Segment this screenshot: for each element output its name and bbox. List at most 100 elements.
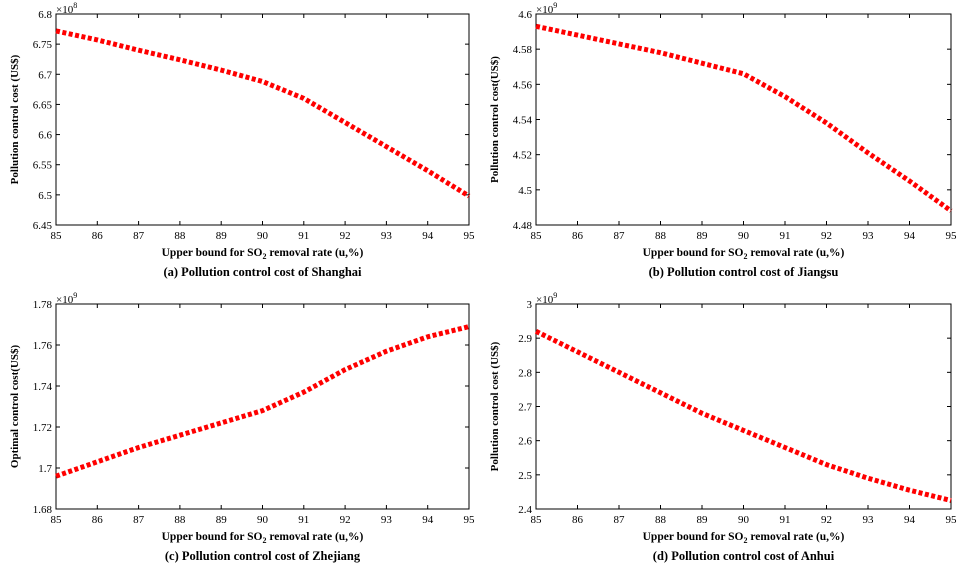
y-tick-label: 2.9 (518, 333, 532, 345)
x-tick-label: 91 (298, 230, 309, 242)
x-tick-label: 91 (780, 514, 791, 526)
y-tick-label: 4.58 (513, 44, 533, 56)
y-tick-label: 6.7 (38, 69, 52, 81)
x-tick-label: 89 (697, 230, 709, 242)
x-tick-label: 86 (92, 514, 104, 526)
x-tick-label: 87 (614, 230, 626, 242)
y-axis-label: Pollution control cost(US$) (489, 56, 501, 183)
x-axis-label: Upper bound for SO2 removal rate (u,%) (643, 247, 845, 261)
y-tick-label: 1.74 (33, 381, 53, 393)
x-tick-label: 95 (946, 514, 958, 526)
y-tick-label: 6.5 (38, 190, 52, 202)
x-tick-label: 90 (738, 230, 750, 242)
x-tick-label: 90 (257, 514, 269, 526)
panel-caption: (a) Pollution control cost of Shanghai (163, 265, 362, 279)
y-tick-label: 6.6 (38, 130, 52, 142)
y-tick-label: 1.72 (33, 422, 52, 434)
x-tick-label: 93 (863, 230, 875, 242)
x-tick-label: 85 (531, 230, 543, 242)
y-tick-label: 6.65 (33, 99, 53, 111)
x-tick-label: 88 (655, 230, 667, 242)
x-tick-label: 85 (531, 514, 543, 526)
plot-frame (535, 13, 952, 226)
x-tick-label: 93 (381, 514, 393, 526)
axis-multiplier: ×108 (56, 1, 77, 16)
x-tick-label: 89 (216, 514, 228, 526)
axis-multiplier: ×109 (536, 291, 557, 306)
x-axis-label: Upper bound for SO2 removal rate (u,%) (162, 531, 364, 545)
y-tick-label: 3 (527, 299, 533, 311)
y-tick-label: 2.5 (518, 470, 532, 482)
x-tick-label: 92 (340, 514, 351, 526)
data-line (55, 28, 471, 199)
y-tick-label: 6.8 (38, 9, 52, 21)
x-tick-label: 88 (174, 514, 186, 526)
x-tick-label: 90 (257, 230, 269, 242)
x-tick-label: 92 (821, 230, 832, 242)
x-tick-label: 87 (614, 514, 626, 526)
data-line (534, 329, 952, 503)
x-tick-label: 95 (946, 230, 958, 242)
y-tick-label: 1.76 (33, 340, 53, 352)
x-tick-label: 94 (904, 514, 916, 526)
x-tick-label: 87 (133, 230, 145, 242)
x-tick-label: 92 (340, 230, 351, 242)
y-tick-label: 4.6 (518, 9, 532, 21)
x-tick-label: 91 (780, 230, 791, 242)
panel-caption: (d) Pollution control cost of Anhui (653, 549, 835, 563)
y-tick-label: 1.68 (33, 504, 53, 516)
panel-caption: (c) Pollution control cost of Zhejiang (165, 549, 361, 563)
x-tick-label: 93 (381, 230, 393, 242)
y-axis-label: Pollution control cost (US$) (9, 54, 21, 184)
x-tick-label: 95 (464, 514, 476, 526)
y-tick-label: 4.5 (518, 185, 532, 197)
y-tick-label: 4.54 (513, 115, 533, 127)
y-axis-label: Pollution control cost (US$) (489, 341, 501, 471)
x-tick-label: 88 (655, 514, 667, 526)
plot-frame (55, 303, 470, 510)
y-tick-label: 1.7 (38, 463, 52, 475)
x-tick-label: 89 (216, 230, 228, 242)
chart-panel-4: 85 86 87 88 89 90 91 92 93 94 95 2.4 2.5 2.6 2.7 2.8 2.9… (489, 291, 957, 563)
y-tick-label: 2.4 (518, 504, 532, 516)
x-tick-label: 94 (904, 230, 916, 242)
chart-panel-2: 85 86 87 88 89 90 91 92 93 94 95 4.48 4.5 4.52 4.54 4.5… (489, 1, 957, 279)
x-tick-label: 85 (51, 514, 63, 526)
y-tick-label: 1.78 (33, 299, 53, 311)
x-tick-label: 89 (697, 514, 709, 526)
x-tick-label: 92 (821, 514, 832, 526)
x-tick-label: 86 (92, 230, 104, 242)
x-axis-label: Upper bound for SO2 removal rate (u,%) (162, 247, 364, 261)
x-tick-label: 91 (298, 514, 309, 526)
y-tick-label: 6.45 (33, 220, 53, 232)
y-tick-label: 2.7 (518, 402, 532, 414)
x-tick-label: 88 (174, 230, 186, 242)
axis-multiplier: ×109 (56, 291, 77, 306)
x-tick-label: 86 (572, 230, 584, 242)
data-line (535, 23, 953, 213)
y-tick-label: 4.56 (513, 79, 533, 91)
y-tick-label: 2.6 (518, 436, 532, 448)
axis-multiplier: ×109 (536, 1, 557, 16)
y-tick-label: 2.8 (518, 367, 532, 379)
y-tick-label: 6.75 (33, 39, 53, 51)
plot-frame (55, 13, 470, 226)
y-tick-label: 4.52 (513, 150, 532, 162)
x-tick-label: 87 (133, 514, 145, 526)
x-tick-label: 90 (738, 514, 750, 526)
x-tick-label: 86 (572, 514, 584, 526)
x-tick-label: 94 (422, 230, 434, 242)
chart-panel-1: 85 86 87 88 89 90 91 92 93 94 95 6.45 6.5 6.55 6.6 6.65… (9, 1, 475, 279)
x-axis-label: Upper bound for SO2 removal rate (u,%) (643, 531, 845, 545)
plot-frame (535, 303, 952, 510)
panel-caption: (b) Pollution control cost of Jiangsu (649, 265, 839, 279)
chart-panel-3: 85 86 87 88 89 90 91 92 93 94 95 1.68 1.7 1.72 1.74 1.7… (9, 291, 475, 563)
y-tick-label: 4.48 (513, 220, 533, 232)
x-tick-label: 93 (863, 514, 875, 526)
y-tick-label: 6.55 (33, 160, 53, 172)
x-tick-label: 94 (422, 514, 434, 526)
x-tick-label: 95 (464, 230, 476, 242)
data-line (55, 324, 470, 479)
x-tick-label: 85 (51, 230, 63, 242)
